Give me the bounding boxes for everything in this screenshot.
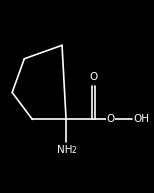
Text: O: O (89, 72, 97, 82)
Text: OH: OH (134, 114, 150, 124)
Text: 2: 2 (71, 146, 76, 155)
Text: NH: NH (57, 145, 73, 155)
Text: O: O (106, 114, 115, 124)
